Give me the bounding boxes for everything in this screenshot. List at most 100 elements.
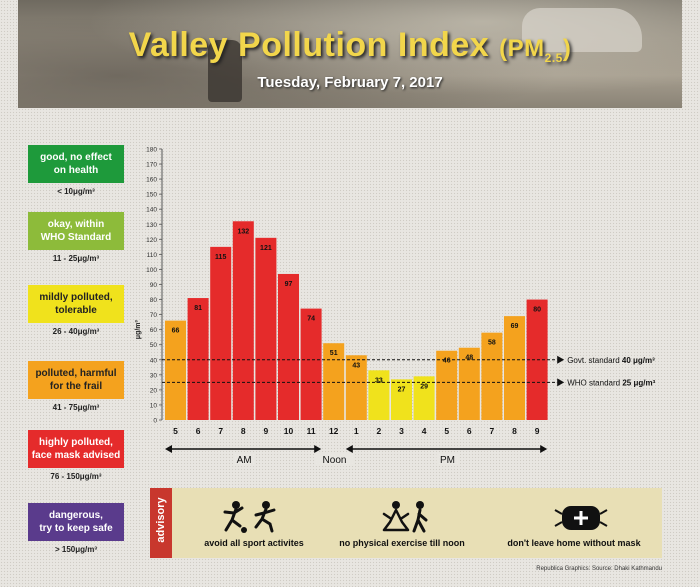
bar: [413, 376, 435, 420]
period-label: Noon: [323, 455, 347, 466]
legend-label: polluted, harmful for the frail: [35, 367, 116, 393]
bar-value-label: 58: [488, 340, 496, 347]
y-tick-label: 30: [150, 372, 158, 379]
y-tick-label: 50: [150, 342, 158, 349]
mask-icon: [554, 506, 608, 530]
legend-box-2: mildly polluted, tolerable: [28, 285, 124, 323]
x-tick-label: 5: [444, 426, 449, 436]
legend-label-line2: face mask advised: [31, 450, 121, 461]
legend-label-line1: highly polluted,: [39, 437, 113, 448]
legend-box-4: highly polluted, face mask advised: [28, 430, 124, 468]
reference-arrow: [557, 378, 565, 387]
bar: [345, 355, 367, 420]
y-tick-label: 80: [150, 297, 158, 304]
bar-value-label: 80: [533, 307, 541, 314]
bar: [504, 316, 525, 420]
bar: [300, 308, 322, 420]
legend-label: mildly polluted, tolerable: [39, 291, 112, 317]
bar-value-label: 33: [375, 377, 383, 384]
y-tick-label: 170: [146, 162, 157, 169]
title-pm: (PM2.5): [499, 35, 572, 65]
x-tick-label: 1: [354, 426, 359, 436]
bar: [436, 350, 458, 420]
y-tick-label: 40: [150, 357, 158, 364]
legend-range-2: 26 - 40μg/m³: [52, 327, 100, 336]
x-tick-label: 3: [399, 426, 404, 436]
x-tick-label: 9: [535, 426, 540, 436]
legend-label-line1: polluted, harmful: [35, 368, 117, 379]
bar-value-label: 81: [194, 305, 202, 312]
legend-label-line2: for the frail: [49, 381, 103, 392]
period-label-bg: [436, 454, 459, 466]
title-pm-sub: 2.5: [544, 50, 563, 65]
bar: [255, 237, 277, 420]
title-pm-close: ): [562, 35, 572, 62]
bar-value-label: 132: [237, 228, 249, 235]
legend-label-line2: try to keep safe: [39, 523, 113, 534]
x-tick-label: 9: [264, 426, 269, 436]
advisory-item-mask: don't leave home without mask: [507, 538, 641, 548]
page-title: Valley Pollution Index (PM2.5): [18, 26, 682, 65]
legend-label-line1: good, no effect: [40, 152, 112, 163]
reference-label: Govt. standard 40 μg/m³: [567, 356, 655, 365]
page-date: Tuesday, February 7, 2017: [257, 74, 443, 91]
x-tick-label: 8: [241, 426, 246, 436]
x-tick-label: 6: [467, 426, 472, 436]
title-pm-text: (PM: [499, 35, 545, 62]
legend-label-line2: on health: [53, 165, 99, 176]
period-label: PM: [440, 455, 455, 466]
y-tick-label: 100: [146, 267, 157, 274]
y-tick-label: 130: [146, 222, 157, 229]
bar-value-label: 66: [172, 328, 180, 335]
advisory-tab: advisory: [150, 488, 172, 558]
y-tick-label: 120: [146, 237, 157, 244]
bar-value-label: 46: [443, 358, 451, 365]
x-tick-label: 6: [196, 426, 201, 436]
x-tick-label: 2: [377, 426, 382, 436]
credit-line: Republica Graphics: Source: Dhaki Kathma…: [536, 566, 662, 572]
bar: [210, 246, 232, 420]
y-tick-label: 90: [150, 282, 158, 289]
bar-value-label: 48: [465, 355, 473, 362]
y-tick-label: 10: [150, 402, 158, 409]
bar: [481, 332, 503, 420]
exercise-icon: [382, 501, 428, 533]
x-tick-label: 4: [422, 426, 427, 436]
x-tick-label: 5: [173, 426, 178, 436]
x-tick-label: 8: [512, 426, 517, 436]
period-arrow-left: [345, 445, 353, 453]
y-tick-label: 160: [146, 177, 157, 184]
legend-range-1: 11 - 25μg/m³: [52, 254, 100, 263]
title-text: Valley Pollution Index: [128, 26, 490, 64]
reference-label-value: 25 μg/m³: [622, 378, 655, 387]
bar: [187, 298, 209, 420]
legend-range-0: < 10μg/m³: [57, 187, 95, 196]
bar-value-label: 29: [420, 383, 428, 390]
bar: [232, 221, 254, 420]
x-tick-label: 11: [307, 426, 316, 436]
period-label-bg: [233, 454, 256, 466]
legend-range-3: 41 - 75μg/m³: [52, 403, 100, 412]
period-arrow-right: [314, 445, 322, 453]
sports-icon: [223, 501, 276, 533]
bar-value-label: 43: [352, 362, 360, 369]
legend-label: good, no effect on health: [40, 151, 112, 177]
y-tick-label: 0: [153, 418, 157, 425]
legend-box-1: okay, within WHO Standard: [28, 212, 124, 250]
legend-range-5: > 150μg/m³: [54, 545, 98, 554]
bar: [278, 273, 299, 420]
legend-label: highly polluted, face mask advised: [32, 436, 120, 462]
bar-chart: 0102030405060708090100110120130140150160…: [135, 147, 656, 466]
y-tick-label: 140: [146, 207, 157, 214]
advisory-panel: advisory avoid all sport activites no ph…: [150, 488, 662, 558]
y-tick-label: 20: [150, 387, 158, 394]
y-tick-label: 110: [147, 252, 158, 259]
legend-label-line1: mildly polluted,: [39, 292, 113, 303]
bar: [391, 379, 412, 420]
legend-range-4: 76 - 150μg/m³: [50, 472, 102, 481]
y-axis-label: μg/m³: [135, 319, 142, 339]
period-label-bg: [315, 454, 354, 466]
bar-value-label: 121: [260, 245, 272, 252]
bar-value-label: 115: [215, 254, 226, 261]
